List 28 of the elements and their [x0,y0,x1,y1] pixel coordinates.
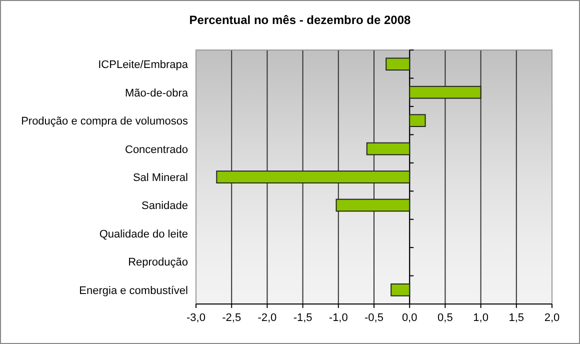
x-tick-label: -1,0 [328,312,348,324]
bar [336,198,410,212]
y-tick-label: Sal Mineral [132,172,188,184]
bar [216,170,410,184]
chart-title: Percentual no mês - dezembro de 2008 [189,13,412,27]
x-tick-label: 1,5 [508,312,524,324]
bar [386,58,410,71]
bar [390,283,410,296]
bar [409,86,482,99]
y-tick-label: Mão-de-obra [125,87,189,100]
y-tick-label: Produção e compra de volumosos [21,116,188,128]
x-tick-label: 2,0 [544,312,560,324]
x-tick-label: -2,0 [258,312,277,324]
x-tick-label: 1,0 [473,312,488,324]
y-tick-label: Energia e combustível [79,284,188,297]
y-tick-label: Sanidade [142,200,188,212]
bar [366,142,410,156]
y-tick-label: Concentrado [125,144,188,156]
y-tick-label: Reprodução [128,256,188,269]
x-tick-label: -0,5 [364,312,384,324]
x-tick-label: -1,5 [293,312,312,324]
y-tick-label: ICPLeite/Embrapa [98,59,189,72]
x-tick-label: 0,5 [438,312,453,324]
x-tick-label: 0,0 [402,312,418,324]
x-tick-label: -3,0 [186,312,206,324]
bar [409,114,426,127]
y-tick-label: Qualidade do leite [99,228,188,240]
x-tick-label: -2,5 [222,312,242,324]
